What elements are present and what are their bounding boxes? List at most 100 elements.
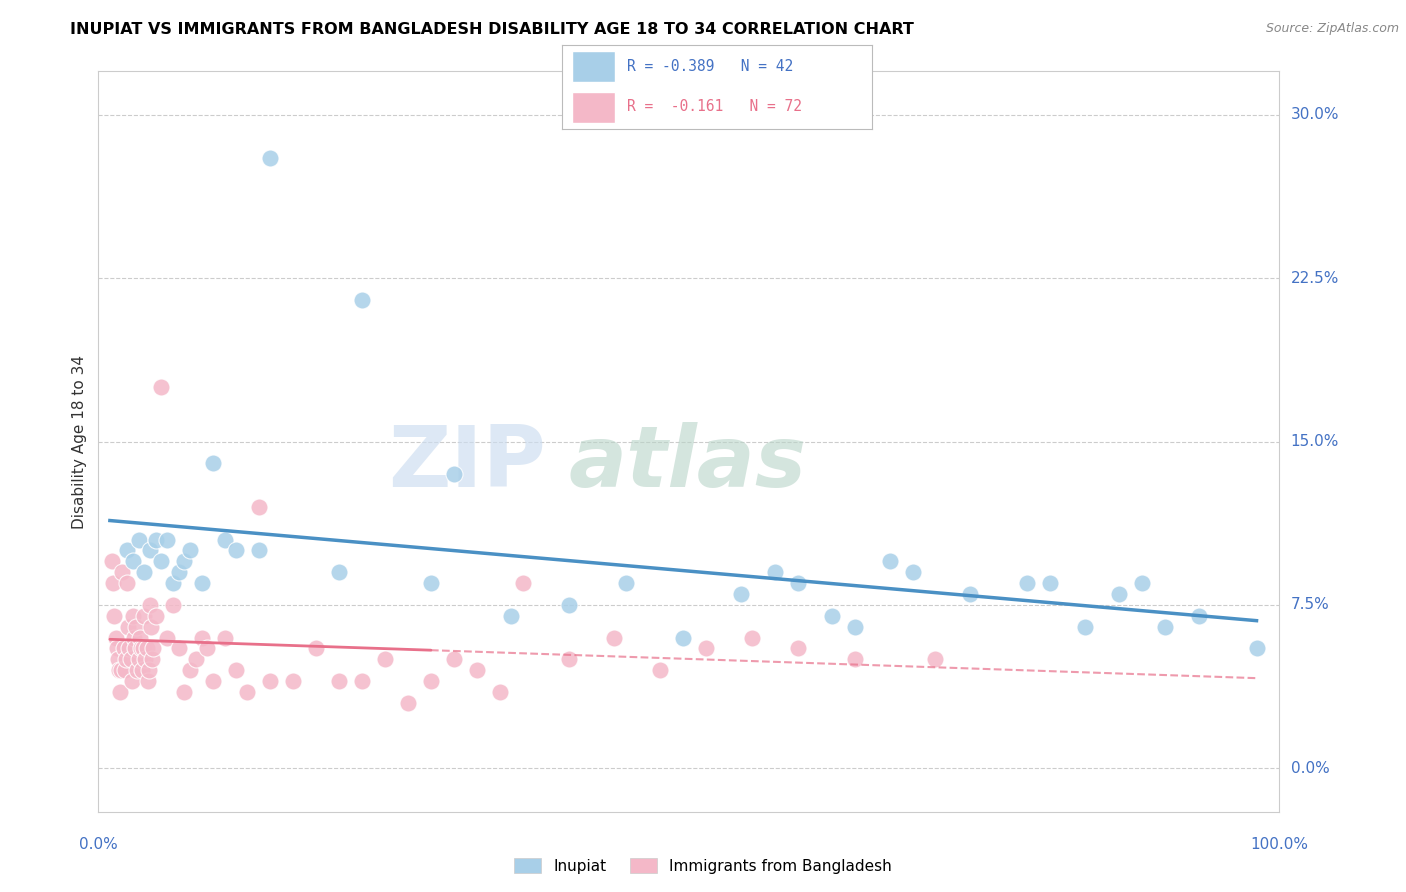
- Point: [131, 663, 153, 677]
- Point: [115, 652, 138, 666]
- Text: 7.5%: 7.5%: [1291, 598, 1329, 612]
- Point: [150, 380, 173, 394]
- Point: [821, 608, 844, 623]
- Point: [173, 685, 195, 699]
- Point: [179, 663, 201, 677]
- Point: [283, 674, 305, 689]
- Legend: Inupiat, Immigrants from Bangladesh: Inupiat, Immigrants from Bangladesh: [508, 852, 898, 880]
- Point: [512, 576, 534, 591]
- Point: [328, 674, 350, 689]
- Point: [247, 500, 270, 514]
- Point: [672, 631, 695, 645]
- Point: [118, 641, 141, 656]
- Point: [162, 598, 184, 612]
- Point: [195, 641, 218, 656]
- Point: [443, 467, 465, 482]
- Point: [108, 685, 131, 699]
- Point: [1246, 641, 1268, 656]
- Point: [1108, 587, 1130, 601]
- Text: 15.0%: 15.0%: [1291, 434, 1339, 449]
- Point: [179, 543, 201, 558]
- Text: 30.0%: 30.0%: [1291, 107, 1339, 122]
- Point: [107, 652, 129, 666]
- Point: [167, 565, 190, 579]
- Point: [259, 674, 281, 689]
- Point: [328, 565, 350, 579]
- Text: 22.5%: 22.5%: [1291, 271, 1339, 285]
- Text: 100.0%: 100.0%: [1250, 837, 1309, 852]
- Point: [138, 663, 160, 677]
- Point: [117, 619, 139, 633]
- Point: [1073, 619, 1095, 633]
- Point: [614, 576, 637, 591]
- Point: [443, 652, 465, 666]
- Point: [110, 663, 132, 677]
- Point: [135, 641, 157, 656]
- Point: [120, 652, 142, 666]
- Point: [127, 663, 149, 677]
- Point: [924, 652, 946, 666]
- Point: [105, 641, 128, 656]
- Point: [134, 652, 156, 666]
- Point: [603, 631, 626, 645]
- Point: [156, 533, 179, 547]
- Point: [145, 608, 167, 623]
- Point: [650, 663, 672, 677]
- Point: [763, 565, 786, 579]
- Point: [879, 554, 901, 568]
- Point: [305, 641, 328, 656]
- Text: R = -0.389   N = 42: R = -0.389 N = 42: [627, 59, 793, 74]
- Point: [128, 533, 150, 547]
- Point: [121, 554, 143, 568]
- Point: [114, 663, 136, 677]
- Point: [730, 587, 752, 601]
- Point: [1130, 576, 1153, 591]
- Point: [901, 565, 924, 579]
- Point: [101, 554, 124, 568]
- Point: [125, 619, 148, 633]
- Point: [136, 674, 159, 689]
- Point: [132, 641, 155, 656]
- Point: [190, 576, 212, 591]
- Point: [128, 631, 150, 645]
- Point: [112, 641, 135, 656]
- Point: [162, 576, 184, 591]
- Text: INUPIAT VS IMMIGRANTS FROM BANGLADESH DISABILITY AGE 18 TO 34 CORRELATION CHART: INUPIAT VS IMMIGRANTS FROM BANGLADESH DI…: [70, 22, 914, 37]
- Point: [104, 631, 127, 645]
- Point: [173, 554, 195, 568]
- Point: [124, 641, 146, 656]
- Point: [184, 652, 207, 666]
- Point: [786, 641, 808, 656]
- Point: [959, 587, 981, 601]
- Point: [844, 619, 866, 633]
- Point: [167, 641, 190, 656]
- Point: [214, 533, 236, 547]
- Point: [374, 652, 396, 666]
- Point: [396, 696, 419, 710]
- FancyBboxPatch shape: [572, 92, 614, 122]
- Point: [225, 543, 247, 558]
- Point: [741, 631, 763, 645]
- Point: [121, 608, 143, 623]
- Point: [352, 674, 374, 689]
- Text: ZIP: ZIP: [388, 422, 546, 505]
- Point: [128, 652, 150, 666]
- Point: [225, 663, 247, 677]
- Point: [844, 652, 866, 666]
- Point: [786, 576, 808, 591]
- Point: [139, 543, 162, 558]
- Point: [465, 663, 488, 677]
- Point: [557, 598, 579, 612]
- FancyBboxPatch shape: [572, 52, 614, 82]
- Point: [142, 641, 165, 656]
- Point: [1039, 576, 1062, 591]
- Point: [129, 641, 152, 656]
- Point: [103, 576, 125, 591]
- Point: [259, 152, 281, 166]
- Text: 0.0%: 0.0%: [1291, 761, 1329, 776]
- Point: [557, 652, 579, 666]
- Point: [1188, 608, 1211, 623]
- Point: [150, 554, 173, 568]
- Point: [111, 565, 134, 579]
- Point: [141, 652, 163, 666]
